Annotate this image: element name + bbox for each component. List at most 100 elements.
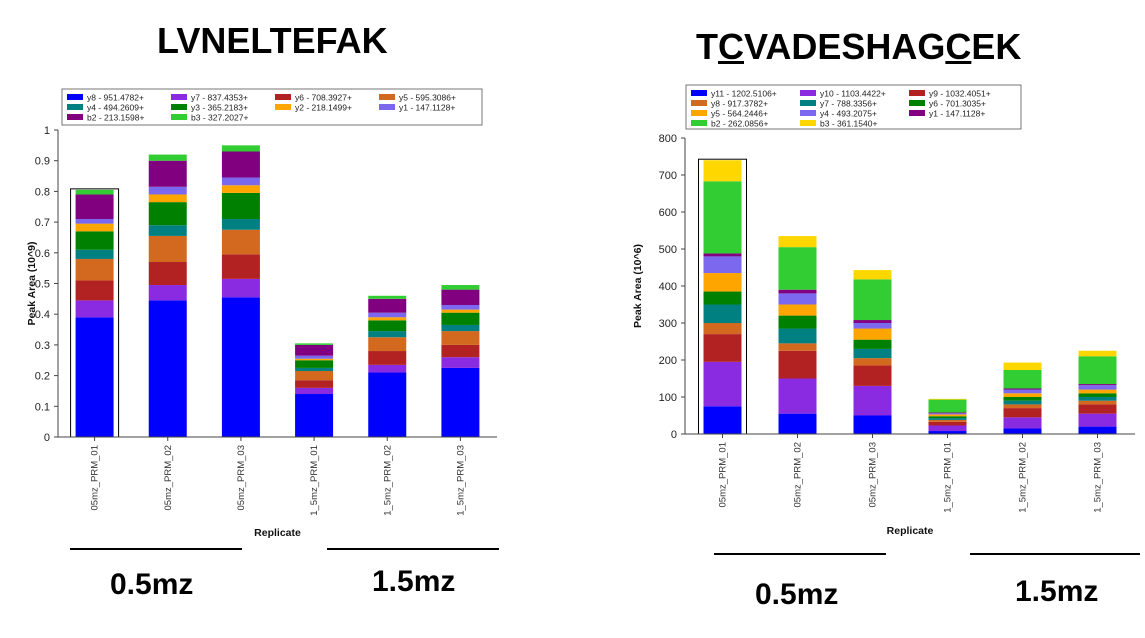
legend-swatch-y5-564-2446 [691, 110, 707, 116]
bar-segment-y1-147-1128-05mz-prm-01 [75, 219, 114, 224]
bar-segment-y3-365-2183-05mz-prm-01 [75, 231, 114, 250]
bar-segment-y6-701-3035-1-5mz-prm-03 [1078, 393, 1117, 397]
bar-segment-y5-595-3086-1-5mz-prm-02 [368, 337, 407, 352]
bar-segment-b2-262-0856-1-5mz-prm-02 [1003, 369, 1042, 389]
legend-swatch-y6-701-3035 [909, 100, 925, 106]
bar-segment-y10-1103-4422-05mz-prm-01 [703, 361, 742, 407]
legend-label-y8-917-3782: y8 - 917.3782+ [711, 99, 768, 109]
bar-segment-b3-361-1540-05mz-prm-02 [778, 236, 817, 248]
bar-segment-y5-595-3086-1-5mz-prm-03 [441, 331, 480, 345]
y-tick-label-2: 200 [659, 355, 677, 367]
bar-segment-y10-1103-4422-05mz-prm-03 [853, 385, 892, 416]
bar-segment-y9-1032-4051-05mz-prm-01 [703, 334, 742, 362]
bar-segment-y8-951-4782-1-5mz-prm-02 [368, 372, 407, 437]
x-category-label-05mz-prm-01: 05mz_PRM_01 [90, 445, 101, 510]
bar-segment-y3-365-2183-05mz-prm-02 [148, 202, 187, 226]
legend-label-y8-951-4782: y8 - 951.4782+ [87, 93, 144, 103]
bar-segment-y7-788-3356-1-5mz-prm-01 [928, 418, 967, 420]
bar-segment-y7-788-3356-1-5mz-prm-02 [1003, 400, 1042, 405]
bar-segment-y7-837-4353-05mz-prm-01 [75, 300, 114, 318]
left-panel: y8 - 951.4782+ y7 - 837.4353+ y6 - 708.392… [0, 0, 572, 638]
group-line-05mz [70, 548, 242, 550]
legend-box [685, 84, 1022, 130]
bar-segment-b2-213-1598-05mz-prm-03 [221, 151, 260, 178]
bar-segment-b3-327-2027-05mz-prm-02 [148, 154, 187, 161]
x-category-label-1-5mz-prm-01: 1_5mz_PRM_01 [943, 442, 954, 513]
legend-label-b3-327-2027: b3 - 327.2027+ [191, 113, 248, 123]
bar-segment-y7-788-3356-1-5mz-prm-03 [1078, 397, 1117, 401]
bar-segment-y1-147-1128-05mz-prm-02 [778, 289, 817, 294]
legend-label-y3-365-2183: y3 - 365.2183+ [191, 103, 248, 113]
y-tick-label-7: 700 [659, 170, 677, 182]
y-tick-label-5: 0.5 [35, 279, 50, 291]
legend-swatch-y2-218-1499 [275, 104, 291, 110]
bar-segment-y6-708-3927-1-5mz-prm-02 [368, 351, 407, 365]
bar-segment-b2-213-1598-1-5mz-prm-02 [368, 298, 407, 313]
bar-segment-y1-147-1128-1-5mz-prm-02 [368, 312, 407, 318]
y-tick-label-0: 0 [671, 429, 677, 441]
legend-label-y7-788-3356: y7 - 788.3356+ [820, 99, 877, 109]
bar-segment-y8-917-3782-05mz-prm-01 [703, 323, 742, 335]
group-label-15mz: 1.5mz [1015, 575, 1099, 608]
bar-segment-y1-147-1128-05mz-prm-02 [148, 186, 187, 195]
bar-segment-y7-837-4353-1-5mz-prm-02 [368, 364, 407, 373]
y-axis-title: Peak Area (10^6) [632, 244, 644, 328]
legend-swatch-y6-708-3927 [275, 94, 291, 100]
right-panel: y11 - 1202.5106+ y10 - 1103.4422+ y9 - 103… [572, 0, 1145, 638]
bar-segment-y7-837-4353-1-5mz-prm-01 [295, 387, 334, 395]
title-part-4: C [945, 26, 972, 67]
bar-segment-y11-1202-5106-05mz-prm-03 [853, 415, 892, 434]
legend-label-b2-213-1598: b2 - 213.1598+ [87, 113, 144, 123]
chart-lvneltefak: y8 - 951.4782+ y7 - 837.4353+ y6 - 708.392… [26, 88, 497, 539]
bar-segment-b3-327-2027-1-5mz-prm-03 [441, 285, 480, 290]
bar-segment-y2-218-1499-1-5mz-prm-01 [295, 358, 334, 361]
bar-segment-y4-494-2609-05mz-prm-03 [221, 219, 260, 230]
group-line-15mz [970, 553, 1140, 555]
bar-segment-y9-1032-4051-05mz-prm-02 [778, 350, 817, 379]
bar-segment-b3-361-1540-1-5mz-prm-01 [928, 398, 967, 400]
bar-segment-y10-1103-4422-1-5mz-prm-01 [928, 425, 967, 432]
bar-segment-y1-147-1128-1-5mz-prm-03 [441, 304, 480, 310]
legend-label-y5-564-2446: y5 - 564.2446+ [711, 109, 768, 119]
bar-segment-b2-262-0856-05mz-prm-02 [778, 247, 817, 290]
legend-label-y2-218-1499: y2 - 218.1499+ [295, 103, 352, 113]
bar-segment-b3-327-2027-1-5mz-prm-01 [295, 343, 334, 345]
bar-segment-y2-218-1499-05mz-prm-03 [221, 185, 260, 193]
bar-segment-y7-837-4353-05mz-prm-02 [148, 285, 187, 301]
bar-segment-y2-218-1499-05mz-prm-01 [75, 223, 114, 232]
y-tick-label-1: 0.1 [35, 401, 50, 413]
legend-swatch-y10-1103-4422 [800, 90, 816, 96]
bar-segment-y1-147-1128-05mz-prm-03 [221, 177, 260, 186]
bar-segment-y5-564-2446-05mz-prm-01 [703, 273, 742, 292]
title-part-5: EK [971, 26, 1022, 67]
bar-segment-y11-1202-5106-1-5mz-prm-01 [928, 431, 967, 434]
legend-swatch-y4-494-2609 [67, 104, 83, 110]
bar-segment-y4-494-2609-05mz-prm-01 [75, 249, 114, 259]
legend-label-y4-493-2075: y4 - 493.2075+ [820, 109, 877, 119]
legend-label-y1-147-1128: y1 - 147.1128+ [929, 109, 985, 119]
bar-segment-y4-494-2609-05mz-prm-02 [148, 225, 187, 236]
y-tick-label-7: 0.7 [35, 217, 50, 229]
x-category-label-1-5mz-prm-02: 1_5mz_PRM_02 [1018, 442, 1029, 513]
chart-tcvadeshagcek: y11 - 1202.5106+ y10 - 1103.4422+ y9 - 103… [632, 84, 1135, 537]
bar-segment-y9-1032-4051-1-5mz-prm-03 [1078, 404, 1117, 414]
legend-swatch-y7-788-3356 [800, 100, 816, 106]
x-category-label-05mz-prm-01: 05mz_PRM_01 [718, 442, 729, 507]
bar-segment-y1-147-1128-1-5mz-prm-03 [1078, 384, 1117, 386]
legend-swatch-y5-595-3086 [379, 94, 395, 100]
bar-segment-y6-701-3035-05mz-prm-02 [778, 315, 817, 329]
bar-segment-y4-494-2609-1-5mz-prm-01 [295, 367, 334, 371]
bar-segment-y6-701-3035-1-5mz-prm-02 [1003, 397, 1042, 401]
bar-segment-y6-708-3927-05mz-prm-03 [221, 254, 260, 279]
legend-swatch-y8-917-3782 [691, 100, 707, 106]
bar-segment-y8-951-4782-05mz-prm-03 [221, 297, 260, 437]
bar-segment-y5-595-3086-05mz-prm-02 [148, 235, 187, 263]
legend-label-y5-595-3086: y5 - 595.3086+ [399, 93, 456, 103]
bar-segment-y10-1103-4422-1-5mz-prm-03 [1078, 413, 1117, 427]
title-part-2: C [718, 26, 744, 67]
legend-swatch-y3-365-2183 [171, 104, 187, 110]
legend-label-y6-708-3927: y6 - 708.3927+ [295, 93, 352, 103]
legend-swatch-b3-327-2027 [171, 114, 187, 120]
bar-segment-b3-361-1540-05mz-prm-01 [703, 160, 742, 182]
bar-segment-b2-213-1598-1-5mz-prm-01 [295, 344, 334, 356]
